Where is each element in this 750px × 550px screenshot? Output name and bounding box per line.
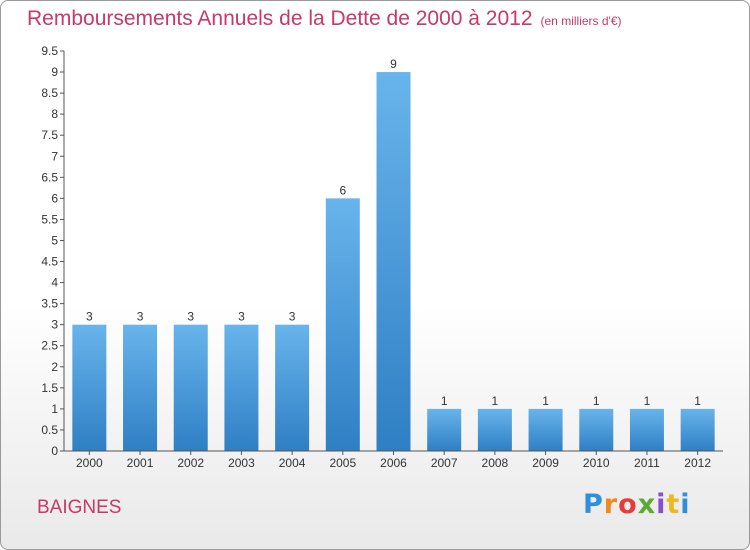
bar-value-label: 1 bbox=[542, 394, 549, 408]
chart-title: Remboursements Annuels de la Dette de 20… bbox=[27, 7, 622, 31]
y-tick-label: 9 bbox=[51, 65, 58, 79]
x-tick-label: 2001 bbox=[127, 456, 154, 470]
bar-value-label: 3 bbox=[289, 310, 296, 324]
y-tick-label: 6.5 bbox=[41, 170, 58, 184]
value-labels: 3 3 3 3 3 6 9 1 1 1 1 1 1 bbox=[86, 57, 701, 408]
x-tick-label: 2008 bbox=[482, 456, 509, 470]
logo-letter: r bbox=[603, 489, 619, 520]
y-tick-label: 2.5 bbox=[41, 339, 58, 353]
y-tick-label: 5 bbox=[51, 233, 58, 247]
y-tick-label: 1.5 bbox=[41, 381, 58, 395]
bar bbox=[579, 408, 614, 451]
y-tick-label: 6 bbox=[51, 191, 58, 205]
bar bbox=[173, 324, 208, 451]
x-tick-label: 2010 bbox=[583, 456, 610, 470]
bars bbox=[72, 72, 715, 451]
x-axis: 2000 2001 2002 2003 2004 2005 2006 2007 2008 2009… bbox=[64, 450, 723, 470]
logo-letter: i bbox=[680, 489, 691, 520]
bar bbox=[224, 324, 259, 451]
proxiti-logo: Proxiti bbox=[583, 489, 691, 520]
bar-value-label: 1 bbox=[593, 394, 600, 408]
y-tick-label: 4 bbox=[51, 276, 58, 290]
x-tick-label: 2006 bbox=[380, 456, 407, 470]
logo-letter: P bbox=[583, 489, 604, 520]
bar-value-label: 6 bbox=[339, 183, 346, 197]
bar bbox=[376, 72, 411, 451]
y-tick-label: 9.5 bbox=[41, 44, 58, 58]
x-tick-label: 2002 bbox=[177, 456, 204, 470]
bar bbox=[72, 324, 107, 451]
bar bbox=[528, 408, 563, 451]
y-tick-label: 8 bbox=[51, 107, 58, 121]
bar bbox=[680, 408, 715, 451]
logo-letter: x bbox=[637, 489, 657, 520]
bar-value-label: 1 bbox=[644, 394, 651, 408]
y-tick-label: 8.5 bbox=[41, 86, 58, 100]
y-tick-label: 7 bbox=[51, 149, 58, 163]
y-tick-label: 3 bbox=[51, 318, 58, 332]
x-tick-label: 2007 bbox=[431, 456, 458, 470]
logo-letter: o bbox=[618, 489, 638, 520]
y-tick-label: 4.5 bbox=[41, 255, 58, 269]
x-tick-label: 2012 bbox=[684, 456, 711, 470]
chart-title-main: Remboursements Annuels de la Dette de 20… bbox=[27, 7, 533, 30]
x-tick-label: 2003 bbox=[228, 456, 255, 470]
x-tick-label: 2011 bbox=[634, 456, 660, 470]
bar bbox=[477, 408, 512, 451]
bar bbox=[427, 408, 462, 451]
bar-value-label: 1 bbox=[492, 394, 499, 408]
x-tick-label: 2005 bbox=[329, 456, 356, 470]
bar bbox=[123, 324, 158, 451]
bar-value-label: 3 bbox=[187, 310, 194, 324]
bar-value-label: 3 bbox=[86, 310, 93, 324]
y-tick-label: 0 bbox=[51, 444, 58, 458]
bar bbox=[275, 324, 310, 451]
y-tick-label: 0.5 bbox=[41, 423, 58, 437]
logo-letter: t bbox=[666, 489, 681, 520]
bar-value-label: 9 bbox=[390, 57, 397, 71]
bar bbox=[629, 408, 664, 451]
bar bbox=[325, 198, 360, 451]
x-tick-label: 2004 bbox=[279, 456, 306, 470]
y-tick-label: 3.5 bbox=[41, 297, 58, 311]
commune-name: BAIGNES bbox=[37, 497, 122, 518]
logo-letter: i bbox=[656, 489, 667, 520]
y-tick-label: 7.5 bbox=[41, 128, 58, 142]
bar-value-label: 1 bbox=[694, 394, 701, 408]
x-tick-label: 2000 bbox=[76, 456, 103, 470]
y-tick-label: 5.5 bbox=[41, 212, 58, 226]
bar-value-label: 3 bbox=[238, 310, 245, 324]
y-tick-label: 2 bbox=[51, 360, 58, 374]
bar-value-label: 3 bbox=[137, 310, 144, 324]
chart-unit: (en milliers d'€) bbox=[540, 14, 622, 28]
x-tick-label: 2009 bbox=[532, 456, 559, 470]
y-axis: 0 0.5 1 1.5 2 2.5 3 3.5 4 4.5 5 5.5 6 6.5 7 7.5 8 8.5 9 9.5 bbox=[41, 44, 65, 458]
y-tick-label: 1 bbox=[51, 402, 58, 416]
bar-value-label: 1 bbox=[441, 394, 448, 408]
